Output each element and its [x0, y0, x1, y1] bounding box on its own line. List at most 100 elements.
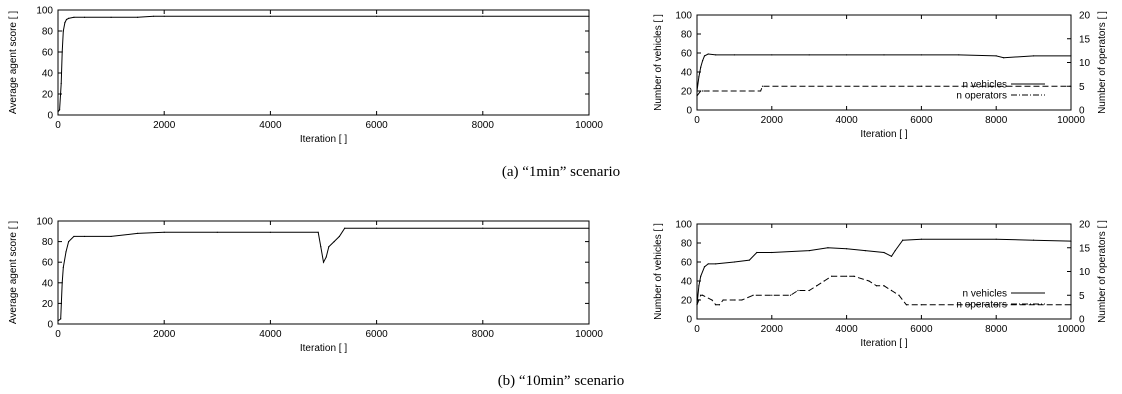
data-point [920, 54, 923, 56]
data-point [322, 261, 325, 263]
y-axis-label: Average agent score [ ] [8, 11, 19, 114]
x-tick-label: 8000 [472, 120, 495, 131]
data-point [808, 289, 810, 292]
data-point [702, 60, 704, 62]
data-point [333, 241, 335, 243]
data-point [482, 15, 484, 17]
chart-1: 0 2000 4000 6000 8000 10000 0 20 40 60 80 100 Iterat… [8, 6, 603, 146]
data-point [707, 90, 709, 92]
data-point [995, 238, 997, 240]
data-point [68, 241, 70, 243]
data-point [57, 320, 59, 322]
y-tick-label: 0 [686, 106, 692, 117]
x-axis-label: Iteration [ ] [300, 343, 347, 354]
x-tick-label: 8000 [985, 115, 1008, 126]
data-point [68, 17, 70, 19]
data-point [702, 294, 704, 296]
data-point [761, 85, 764, 87]
data-point [707, 263, 709, 265]
chart-3: 0 2000 4000 6000 8000 10000 0 20 40 60 80 100 Iterat… [8, 217, 603, 355]
data-point [588, 15, 590, 17]
data-point [58, 109, 61, 111]
caption-a: (a) “1min” scenario [502, 164, 620, 180]
series-line-1 [57, 15, 589, 113]
legend-label-2: n operators [956, 300, 1007, 311]
y2-tick-label: 15 [1079, 243, 1091, 254]
data-point [83, 235, 86, 238]
data-point [816, 285, 818, 287]
data-point [338, 235, 341, 238]
data-point [482, 227, 484, 229]
data-point [328, 246, 330, 248]
data-point [958, 54, 960, 56]
data-point [110, 235, 112, 238]
y-tick-label: 80 [681, 30, 693, 41]
data-point [700, 275, 702, 277]
data-point [752, 294, 754, 296]
series-line-1 [696, 238, 1072, 305]
y2-tick-label: 20 [1079, 11, 1091, 22]
x-tick-label: 2000 [153, 329, 176, 340]
data-point [797, 289, 799, 292]
x-tick-label: 0 [55, 329, 61, 340]
x-tick-label: 0 [694, 115, 700, 126]
data-point [163, 231, 165, 233]
data-point [1070, 85, 1072, 87]
data-point [890, 289, 893, 292]
x-tick-label: 6000 [365, 120, 388, 131]
data-point [1070, 304, 1072, 306]
data-point [65, 18, 68, 21]
data-point [61, 51, 63, 53]
x-axis-label: Iteration [ ] [860, 129, 907, 140]
chart-4: 0 2000 4000 6000 8000 10000020406080100051015… [653, 220, 1108, 350]
y2-axis-label: Number of operators [ ] [1097, 11, 1108, 114]
y-tick-label: 60 [42, 48, 54, 59]
data-point [700, 90, 702, 92]
x-tick-label: 8000 [472, 329, 495, 340]
legend-label-2: n operators [956, 91, 1007, 102]
data-point [715, 54, 717, 56]
x-tick-label: 0 [694, 324, 700, 335]
y-tick-label: 40 [42, 278, 54, 289]
data-point [920, 304, 923, 306]
y-tick-label: 20 [681, 87, 693, 98]
x-tick-label: 4000 [259, 120, 282, 131]
y-tick-label: 100 [36, 6, 53, 17]
data-point [110, 16, 112, 18]
data-point [808, 250, 810, 252]
y2-tick-label: 0 [1079, 315, 1085, 326]
y-tick-label: 80 [42, 237, 54, 248]
data-point [703, 266, 706, 268]
x-tick-label: 2000 [153, 120, 176, 131]
data-point [1003, 57, 1005, 59]
data-point [1033, 55, 1035, 57]
data-point [890, 255, 893, 257]
data-point [61, 282, 63, 284]
y-tick-label: 40 [42, 69, 54, 80]
data-point [756, 251, 758, 254]
data-point [831, 275, 833, 277]
data-point [905, 304, 908, 306]
data-point [700, 294, 702, 296]
data-point [698, 76, 700, 78]
data-point [733, 261, 736, 263]
data-point [317, 231, 319, 233]
plot-frame [57, 9, 590, 116]
data-point [733, 54, 736, 56]
data-point [789, 294, 792, 296]
y2-tick-label: 20 [1079, 220, 1091, 231]
plot-frame [696, 14, 1072, 111]
data-point [898, 294, 900, 296]
data-point [771, 54, 773, 56]
x-axis-label: Iteration [ ] [860, 338, 907, 349]
data-point [846, 275, 848, 277]
data-point [137, 232, 139, 234]
data-point [823, 280, 825, 282]
data-point [995, 304, 997, 306]
y-tick-label: 100 [675, 11, 692, 22]
data-point [1070, 240, 1072, 242]
series-line-2 [696, 275, 1071, 306]
data-point [722, 299, 724, 301]
y-tick-label: 100 [675, 220, 692, 231]
